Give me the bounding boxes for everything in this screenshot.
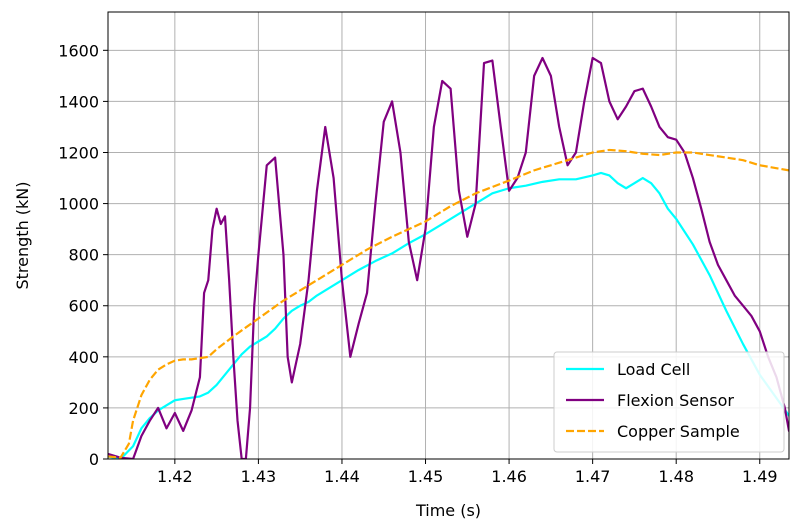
x-tick-label: 1.49 [742, 467, 778, 486]
plot-frame [107, 11, 790, 460]
x-tick-label: 1.48 [658, 467, 694, 486]
series-line-flexion-sensor [108, 56, 789, 459]
x-tick-label: 1.44 [324, 467, 360, 486]
y-tick-label: 1200 [58, 143, 99, 162]
y-tick-label: 800 [68, 246, 99, 265]
y-tick-label: 1400 [58, 92, 99, 111]
axes [107, 11, 790, 460]
x-tick-label: 1.47 [575, 467, 611, 486]
legend-box [553, 351, 785, 453]
x-tick-label: 1.46 [491, 467, 527, 486]
y-tick-label: 400 [68, 348, 99, 367]
legend-label: Copper Sample [617, 422, 740, 441]
grid [108, 12, 789, 460]
y-tick-label: 600 [68, 297, 99, 316]
y-axis-ticks: 0 200 400 600 800 1000 1200 1400 1600 [58, 41, 108, 469]
y-tick-label: 0 [89, 450, 99, 469]
x-axis-label: Time (s) [415, 501, 481, 520]
series-lines [108, 56, 789, 459]
legend: Load Cell Flexion Sensor Copper Sample [553, 351, 785, 453]
x-axis-ticks: 1.42 1.43 1.44 1.45 1.46 1.47 1.48 1.49 [157, 459, 778, 486]
x-tick-label: 1.43 [241, 467, 277, 486]
y-axis-label: Strength (kN) [13, 181, 32, 289]
y-tick-label: 1000 [58, 195, 99, 214]
y-tick-label: 1600 [58, 41, 99, 60]
x-tick-label: 1.42 [157, 467, 193, 486]
x-tick-label: 1.45 [408, 467, 444, 486]
legend-label: Flexion Sensor [617, 391, 734, 410]
y-tick-label: 200 [68, 399, 99, 418]
legend-label: Load Cell [617, 360, 690, 379]
series-line-copper-sample [108, 148, 789, 459]
